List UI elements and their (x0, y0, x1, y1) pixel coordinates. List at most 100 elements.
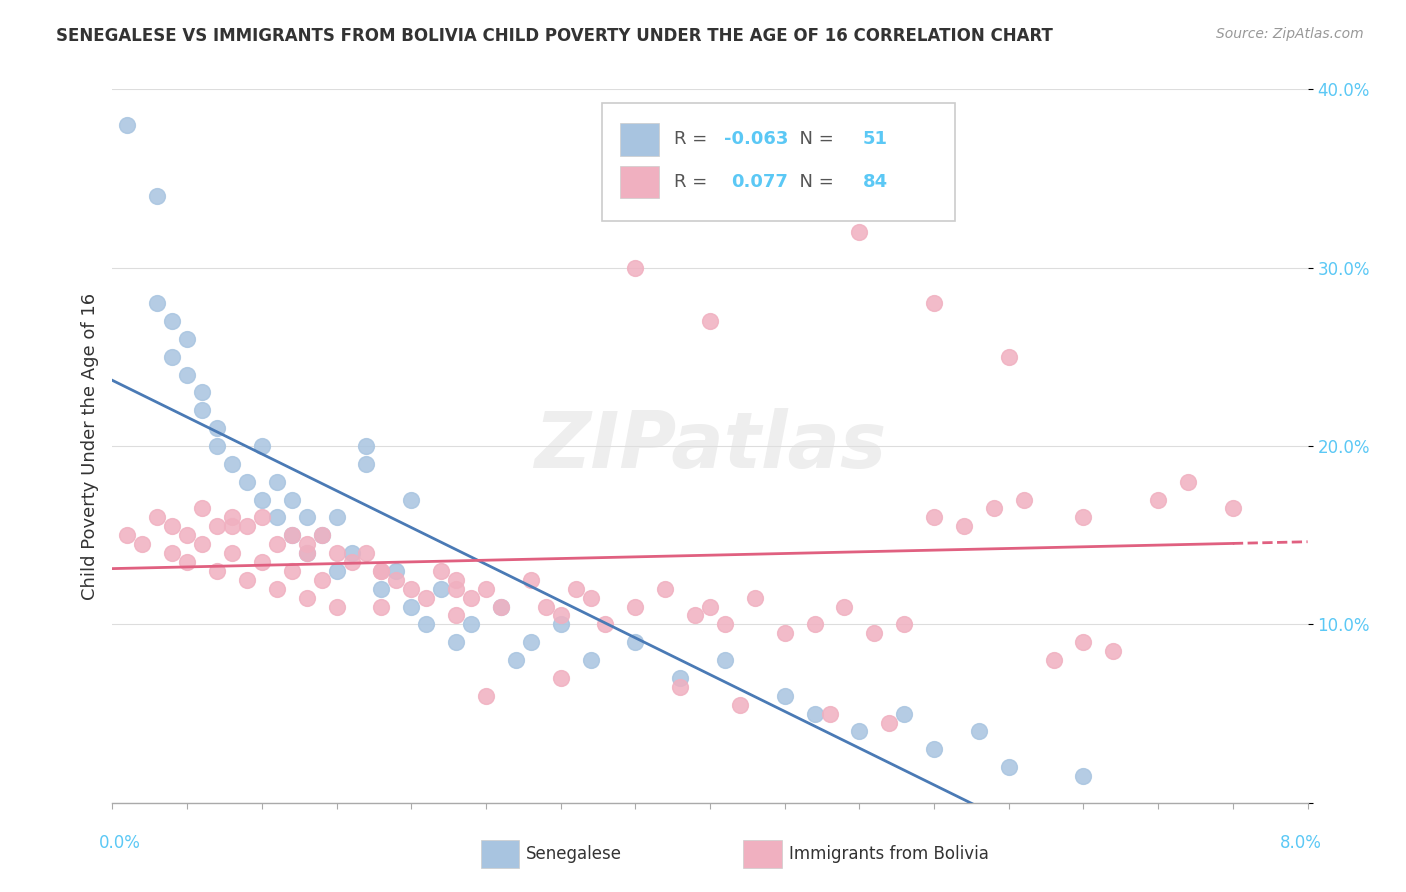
Point (250, 439, 273, 453)
Point (893, 706, 915, 721)
Point (699, 314, 721, 328)
Point (550, 671, 572, 685)
Point (325, 510, 347, 524)
Point (281, 492, 304, 507)
Point (340, 546, 363, 560)
FancyBboxPatch shape (744, 840, 782, 868)
Point (385, 573, 408, 587)
Point (669, 680, 692, 694)
Text: 0.077: 0.077 (731, 173, 789, 191)
Point (385, 564, 408, 578)
Point (489, 599, 512, 614)
Text: ZIPatlas: ZIPatlas (534, 408, 886, 484)
Text: 0.0%: 0.0% (98, 834, 141, 852)
Point (221, 510, 243, 524)
Point (325, 564, 347, 578)
Point (162, 314, 183, 328)
Point (624, 599, 647, 614)
Point (295, 546, 318, 560)
Point (176, 555, 198, 569)
Point (773, 626, 796, 640)
Point (162, 546, 183, 560)
Text: N =: N = (787, 173, 839, 191)
Point (1073, 510, 1095, 524)
Point (983, 501, 1005, 516)
Point (579, 591, 602, 605)
Point (176, 368, 198, 382)
Point (624, 260, 647, 275)
Point (311, 573, 333, 587)
Point (922, 296, 945, 310)
Point (444, 573, 467, 587)
Point (520, 573, 543, 587)
Point (773, 689, 796, 703)
Point (266, 510, 288, 524)
Point (1102, 644, 1125, 658)
Point (176, 332, 198, 346)
Point (266, 582, 288, 596)
Point (401, 582, 423, 596)
Point (803, 617, 825, 632)
Point (430, 564, 453, 578)
Point (475, 582, 498, 596)
Point (205, 439, 228, 453)
Point (281, 528, 304, 542)
Point (236, 475, 259, 489)
Point (534, 599, 557, 614)
Point (191, 403, 214, 417)
Text: Immigrants from Bolivia: Immigrants from Bolivia (789, 846, 988, 863)
Point (444, 582, 467, 596)
Point (1073, 635, 1095, 649)
Text: N =: N = (787, 130, 839, 148)
Point (250, 510, 273, 524)
Point (340, 555, 363, 569)
Text: Senegalese: Senegalese (526, 846, 621, 863)
Point (654, 582, 676, 596)
Point (714, 653, 737, 667)
Point (444, 608, 467, 623)
Point (295, 537, 318, 551)
Point (1012, 492, 1035, 507)
Point (295, 510, 318, 524)
Point (311, 528, 333, 542)
Point (922, 742, 945, 756)
Point (205, 519, 228, 533)
Point (744, 591, 766, 605)
Point (1073, 769, 1095, 783)
Point (863, 626, 886, 640)
Point (370, 582, 392, 596)
Point (236, 519, 259, 533)
Point (818, 706, 841, 721)
Point (550, 617, 572, 632)
Point (415, 617, 437, 632)
Point (191, 537, 214, 551)
Point (221, 457, 243, 471)
Point (146, 296, 169, 310)
Point (370, 599, 392, 614)
Point (117, 528, 139, 542)
Point (683, 608, 706, 623)
Point (460, 617, 482, 632)
Point (998, 760, 1021, 774)
Point (191, 501, 214, 516)
Point (415, 591, 437, 605)
Point (250, 555, 273, 569)
Point (266, 537, 288, 551)
Text: 84: 84 (863, 173, 889, 191)
Point (460, 591, 482, 605)
Point (505, 653, 527, 667)
Point (475, 689, 498, 703)
Point (266, 475, 288, 489)
Text: 8.0%: 8.0% (1279, 834, 1322, 852)
Point (250, 492, 273, 507)
Point (520, 635, 543, 649)
Point (221, 519, 243, 533)
Point (162, 350, 183, 364)
Point (311, 528, 333, 542)
Text: -0.063: -0.063 (724, 130, 789, 148)
Point (356, 439, 378, 453)
Point (967, 724, 990, 739)
FancyBboxPatch shape (620, 123, 658, 155)
Point (1147, 492, 1170, 507)
Point (146, 189, 169, 203)
